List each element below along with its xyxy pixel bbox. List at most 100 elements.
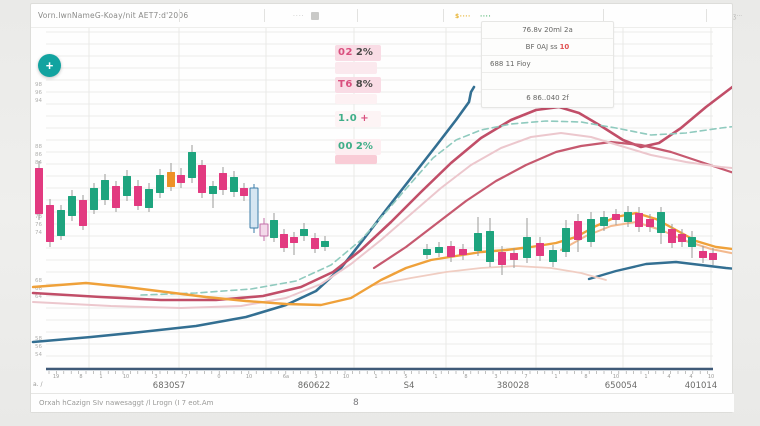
badge-strip [335,62,377,74]
info-row: 688 11 Fioy [482,56,613,73]
info-row [482,73,613,90]
x-minor-label: 6a [283,374,289,380]
percent-badge[interactable]: 1.0 + [335,111,381,127]
candle-body [709,253,717,260]
candle-body [587,219,595,242]
status-text: Orxah hCazign SIv nawesaggt /l Lrogn (I … [39,399,214,407]
x-minor-label: 4 [667,374,670,380]
x-minor-label: 3 [154,374,157,380]
x-minor-label: 1 [644,374,647,380]
toolbar-divider [443,9,444,22]
ma-crimson-main [31,85,732,302]
ohlc-info-panel[interactable]: 76.8v 20ml 2a BF 0AJ ss 10 688 11 Fioy 6 … [481,21,614,108]
candle-body [134,186,142,206]
person-icon[interactable]: 8 [353,398,359,408]
candle-body [57,210,65,236]
settings-icon[interactable] [311,12,319,20]
price-change-ticker[interactable]: ···· [480,13,492,20]
info-row: BF 0AJ ss 10 [482,39,613,56]
candle-body [678,234,686,242]
candle-body [635,213,643,227]
badge-value: 02 [338,47,353,58]
x-major-label: S4 [404,381,415,391]
candle-body [112,186,120,208]
candle-body [574,221,582,240]
info-accent-value: 10 [559,43,570,51]
y-axis-label: 64 [35,294,42,300]
badge-value: 00 [338,141,353,152]
interval-options[interactable]: ···· [293,13,305,20]
candle-body [240,188,248,196]
candle-body [209,186,217,194]
candle-body [188,152,196,178]
candle-body [562,228,570,252]
toolbar-more[interactable]: ʒ··· [733,13,743,20]
y-axis-label: 54 [35,352,42,358]
x-minor-label: 8 [584,374,587,380]
x-minor-label: 4 [689,374,692,380]
toolbar-divider [179,9,180,22]
ma-faded-pink [32,132,732,309]
x-minor-label: 5 [404,374,407,380]
x-minor-label: 19 [53,374,59,380]
y-axis-label: 58 [35,336,42,342]
badge-value: 1.0 [338,113,358,124]
y-axis-label: 68 [35,278,42,284]
x-minor-label: 10 [246,374,252,380]
candle-body [699,251,707,258]
candle-body [230,177,238,192]
percent-badge[interactable]: 02 2% [335,45,381,61]
percent-badge[interactable]: 00 2% [335,139,381,155]
candle-body [290,237,298,243]
toolbar-divider [706,9,707,22]
price-up-ticker[interactable]: $···· [455,13,471,20]
candle-body [486,231,494,262]
candle-body [270,220,278,238]
chart-toolbar: Vorn.IwnNameG-Koay/nit AET7:d'2006 ···· … [31,4,742,28]
candle-body [198,165,206,193]
ma-orange [31,211,732,307]
y-axis-label: 56 [35,344,42,350]
candle-body [177,175,185,183]
candle-body [167,172,175,187]
candle-body [90,188,98,210]
candle-body [79,200,87,226]
candle-body [219,173,227,190]
badge-strip [335,155,377,164]
badge-value: T6 [338,79,353,90]
candle-body [145,189,153,208]
x-major-label: 860622 [298,381,330,391]
candle-body [523,237,531,258]
candle-body [536,243,544,256]
y-axis-label: 94 [35,98,42,104]
info-row: 6 86..040 2f [526,94,569,102]
candle-body [35,168,43,214]
badge-percent: 2% [355,47,373,58]
badge-percent: 8% [355,79,373,90]
badge-strip [335,94,377,104]
x-minor-label: 1 [554,374,557,380]
x-minor-label: 8 [464,374,467,380]
percent-badge[interactable]: T6 8% [335,77,381,93]
candlestick-chart[interactable]: 9896948886847876746866645856541981103701… [31,4,732,412]
candle-body [474,233,482,251]
x-minor-label: 3 [314,374,317,380]
candle-body [280,234,288,248]
info-text: BF 0AJ ss [525,43,558,51]
chart-card: 9896948886847876746866645856541981103701… [30,3,742,413]
candle-body [668,229,676,243]
add-indicator-button[interactable]: + [38,54,61,77]
ma-blue-long [31,85,476,344]
y-axis-label: 86 [35,152,42,158]
candle-body [259,223,269,237]
x-minor-label: 10 [613,374,619,380]
x-minor-label: 0 [217,374,220,380]
x-minor-label: 1 [99,374,102,380]
y-axis-label: 96 [35,90,42,96]
y-axis-label: 76 [35,222,42,228]
y-axis-label: 74 [35,230,42,236]
x-minor-label: 7 [524,374,527,380]
x-minor-label: 1 [374,374,377,380]
candle-body [657,212,665,233]
